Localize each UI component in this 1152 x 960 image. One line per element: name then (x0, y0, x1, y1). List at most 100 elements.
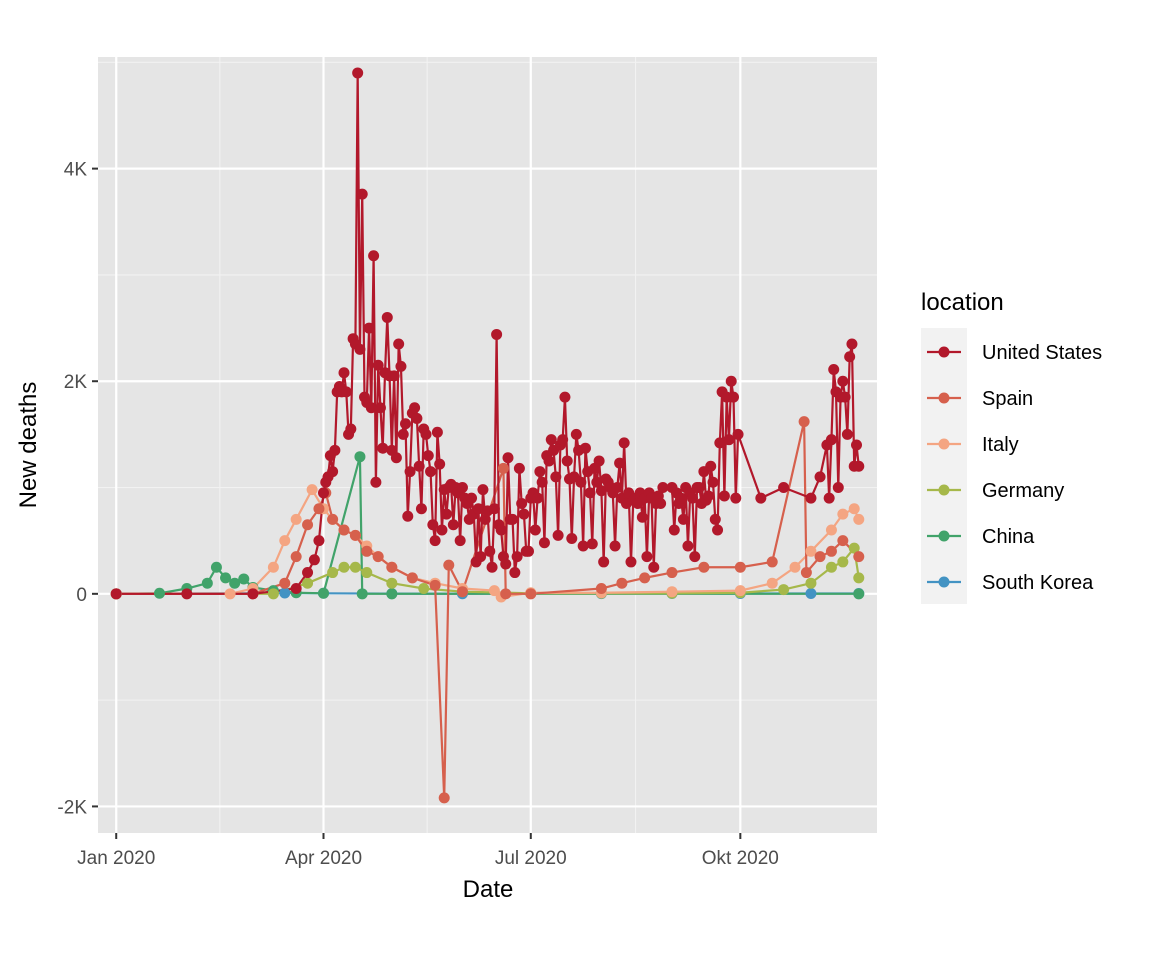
data-point (365, 402, 377, 414)
data-point (513, 462, 525, 474)
data-point (591, 476, 603, 488)
data-point (500, 558, 512, 570)
legend-item: South Korea (927, 572, 1094, 594)
data-point (730, 492, 742, 504)
data-point (844, 351, 856, 363)
data-point (698, 561, 710, 573)
data-point (318, 587, 329, 599)
data-point (832, 482, 844, 494)
data-point (397, 428, 409, 440)
data-point (491, 328, 503, 340)
data-point (655, 497, 667, 509)
data-point (616, 577, 628, 589)
data-point (393, 338, 405, 350)
x-tick-label: Jan 2020 (77, 848, 155, 869)
data-point (418, 583, 430, 595)
plot-panel (98, 57, 877, 833)
data-point (354, 343, 366, 355)
data-point (668, 524, 680, 536)
data-point (584, 487, 596, 499)
legend-label: Germany (982, 480, 1064, 502)
data-point (361, 567, 373, 579)
legend-key-point (938, 346, 950, 358)
data-point (306, 484, 318, 496)
data-point (302, 567, 314, 579)
data-point (853, 513, 865, 525)
data-point (411, 412, 423, 424)
legend-label: South Korea (982, 572, 1094, 594)
data-point (406, 572, 418, 584)
data-point (279, 577, 291, 589)
data-point (415, 503, 427, 515)
legend-title: location (921, 289, 1004, 316)
data-point (229, 577, 241, 589)
data-point (511, 551, 523, 563)
data-point (709, 513, 721, 525)
data-point (545, 434, 557, 446)
data-point (609, 540, 621, 552)
data-point (507, 513, 519, 525)
data-point (247, 588, 259, 600)
data-point (154, 587, 165, 599)
series-markers (110, 67, 865, 600)
data-point (363, 322, 375, 334)
legend-key-background (921, 328, 967, 604)
legend-label: Spain (982, 388, 1033, 410)
data-point (356, 188, 368, 200)
data-point (454, 535, 466, 547)
data-point (534, 466, 546, 478)
data-point (657, 482, 669, 494)
data-point (431, 426, 443, 438)
data-point (598, 556, 610, 568)
legend-key-point (938, 392, 950, 404)
data-point (529, 524, 541, 536)
data-point (687, 492, 698, 504)
data-point (313, 503, 325, 515)
data-point (595, 583, 607, 595)
data-point (361, 545, 373, 557)
data-point (390, 452, 402, 464)
x-axis-title: Date (463, 876, 514, 903)
data-point (523, 545, 534, 557)
data-point (766, 577, 778, 589)
data-point (374, 402, 386, 414)
data-point (338, 367, 350, 379)
data-point (561, 455, 573, 467)
data-point (682, 540, 694, 552)
legend-item: Germany (927, 480, 1064, 502)
data-point (825, 545, 837, 557)
data-point (805, 588, 817, 600)
data-point (853, 588, 865, 600)
data-point (427, 519, 439, 531)
legend-label: United States (982, 342, 1102, 364)
data-point (666, 567, 678, 579)
data-point (356, 588, 368, 600)
legend-item: Italy (927, 434, 1019, 456)
data-point (800, 567, 812, 579)
x-tick-label: Apr 2020 (285, 848, 362, 869)
x-axis: Jan 2020 Apr 2020 Jul 2020 Okt 2020 (77, 833, 779, 869)
data-point (570, 428, 582, 440)
data-point (443, 559, 455, 571)
data-point (618, 437, 630, 449)
data-point (201, 577, 213, 589)
data-point (543, 455, 555, 467)
legend-items: United States Spain Italy Germany China South… (927, 342, 1102, 594)
data-point (279, 535, 291, 547)
data-point (848, 503, 860, 515)
data-point (388, 370, 400, 382)
data-point (368, 250, 380, 262)
data-point (728, 391, 739, 403)
data-point (267, 588, 279, 600)
data-point (372, 551, 384, 563)
data-point (472, 503, 484, 515)
data-point (538, 537, 550, 549)
data-point (479, 513, 491, 525)
y-tick-label: 2K (64, 372, 88, 393)
data-point (611, 482, 623, 494)
data-point (441, 508, 452, 520)
data-point (814, 471, 826, 483)
data-point (447, 519, 459, 531)
data-point (500, 588, 512, 600)
data-point (220, 572, 232, 584)
